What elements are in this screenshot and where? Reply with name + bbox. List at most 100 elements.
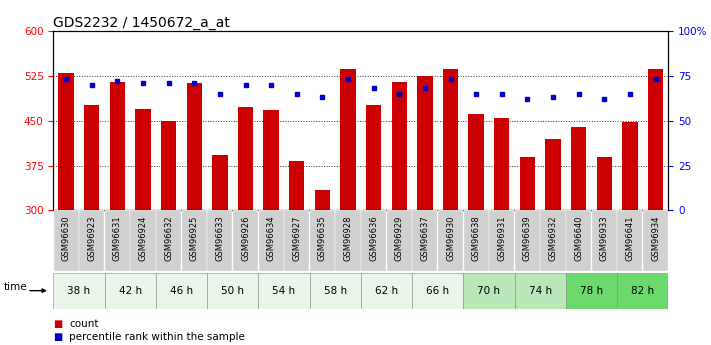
Text: time: time — [4, 282, 27, 292]
Bar — [540, 210, 565, 271]
Bar — [469, 114, 483, 210]
Text: GSM96931: GSM96931 — [497, 215, 506, 261]
Text: 74 h: 74 h — [529, 286, 552, 296]
Text: GSM96924: GSM96924 — [139, 215, 147, 261]
Bar — [284, 210, 309, 271]
Text: GSM96637: GSM96637 — [420, 215, 429, 261]
Text: GSM96638: GSM96638 — [471, 215, 481, 261]
Text: GSM96925: GSM96925 — [190, 215, 199, 261]
Bar — [464, 210, 488, 271]
Bar — [315, 189, 330, 210]
Text: ■: ■ — [53, 319, 63, 329]
Text: GSM96639: GSM96639 — [523, 215, 532, 261]
Bar — [186, 83, 202, 210]
Bar — [366, 105, 381, 210]
Bar — [182, 210, 207, 271]
Bar — [387, 210, 412, 271]
Bar — [597, 157, 612, 210]
Bar — [643, 210, 668, 271]
Bar — [566, 210, 592, 271]
Text: GSM96928: GSM96928 — [343, 215, 353, 261]
Text: GSM96634: GSM96634 — [267, 215, 276, 261]
Text: GSM96923: GSM96923 — [87, 215, 96, 261]
Text: 78 h: 78 h — [580, 286, 603, 296]
Text: GSM96926: GSM96926 — [241, 215, 250, 261]
Text: GSM96927: GSM96927 — [292, 215, 301, 261]
Text: 54 h: 54 h — [272, 286, 296, 296]
Bar — [392, 82, 407, 210]
Bar — [105, 273, 156, 309]
Bar — [310, 210, 335, 271]
Text: GSM96932: GSM96932 — [548, 215, 557, 261]
Text: 62 h: 62 h — [375, 286, 398, 296]
Text: GSM96930: GSM96930 — [446, 215, 455, 261]
Bar — [130, 210, 156, 271]
Text: GSM96635: GSM96635 — [318, 215, 327, 261]
Bar — [520, 157, 535, 210]
Bar — [617, 273, 668, 309]
Bar — [622, 122, 638, 210]
Bar — [515, 273, 566, 309]
Bar — [53, 210, 79, 271]
Bar — [258, 273, 309, 309]
Bar — [84, 105, 100, 210]
Bar — [53, 273, 105, 309]
Bar — [336, 210, 360, 271]
Bar — [207, 273, 258, 309]
Bar — [156, 210, 181, 271]
Bar — [438, 210, 463, 271]
Bar — [259, 210, 284, 271]
Bar — [105, 210, 130, 271]
Bar — [79, 210, 105, 271]
Bar — [135, 109, 151, 210]
Bar — [208, 210, 232, 271]
Bar — [412, 273, 464, 309]
Text: 82 h: 82 h — [631, 286, 654, 296]
Bar — [617, 210, 643, 271]
Text: GDS2232 / 1450672_a_at: GDS2232 / 1450672_a_at — [53, 16, 230, 30]
Text: GSM96636: GSM96636 — [369, 215, 378, 261]
Text: GSM96929: GSM96929 — [395, 215, 404, 261]
Bar — [233, 210, 258, 271]
Bar — [309, 273, 360, 309]
Text: 42 h: 42 h — [119, 286, 141, 296]
Bar — [237, 107, 253, 210]
Bar — [494, 118, 510, 210]
Bar — [360, 273, 412, 309]
Bar — [545, 139, 561, 210]
Text: 70 h: 70 h — [478, 286, 501, 296]
Bar — [417, 76, 432, 210]
Text: GSM96933: GSM96933 — [600, 215, 609, 261]
Bar — [361, 210, 386, 271]
Bar — [156, 273, 207, 309]
Bar — [464, 273, 515, 309]
Bar — [212, 155, 228, 210]
Bar — [489, 210, 514, 271]
Bar — [648, 69, 663, 210]
Bar — [109, 82, 125, 210]
Text: GSM96633: GSM96633 — [215, 215, 225, 261]
Bar — [443, 69, 458, 210]
Text: 38 h: 38 h — [68, 286, 90, 296]
Bar — [58, 73, 74, 210]
Text: GSM96631: GSM96631 — [113, 215, 122, 261]
Bar — [161, 121, 176, 210]
Bar — [592, 210, 617, 271]
Text: percentile rank within the sample: percentile rank within the sample — [69, 332, 245, 342]
Bar — [515, 210, 540, 271]
Text: GSM96640: GSM96640 — [574, 215, 583, 261]
Text: GSM96630: GSM96630 — [62, 215, 70, 261]
Bar — [571, 127, 587, 210]
Bar — [566, 273, 617, 309]
Bar — [289, 161, 304, 210]
Text: GSM96934: GSM96934 — [651, 215, 660, 261]
Bar — [264, 110, 279, 210]
Text: 66 h: 66 h — [426, 286, 449, 296]
Text: GSM96632: GSM96632 — [164, 215, 173, 261]
Bar — [412, 210, 437, 271]
Text: count: count — [69, 319, 98, 329]
Text: 46 h: 46 h — [170, 286, 193, 296]
Text: 50 h: 50 h — [221, 286, 244, 296]
Text: 58 h: 58 h — [324, 286, 347, 296]
Text: ■: ■ — [53, 332, 63, 342]
